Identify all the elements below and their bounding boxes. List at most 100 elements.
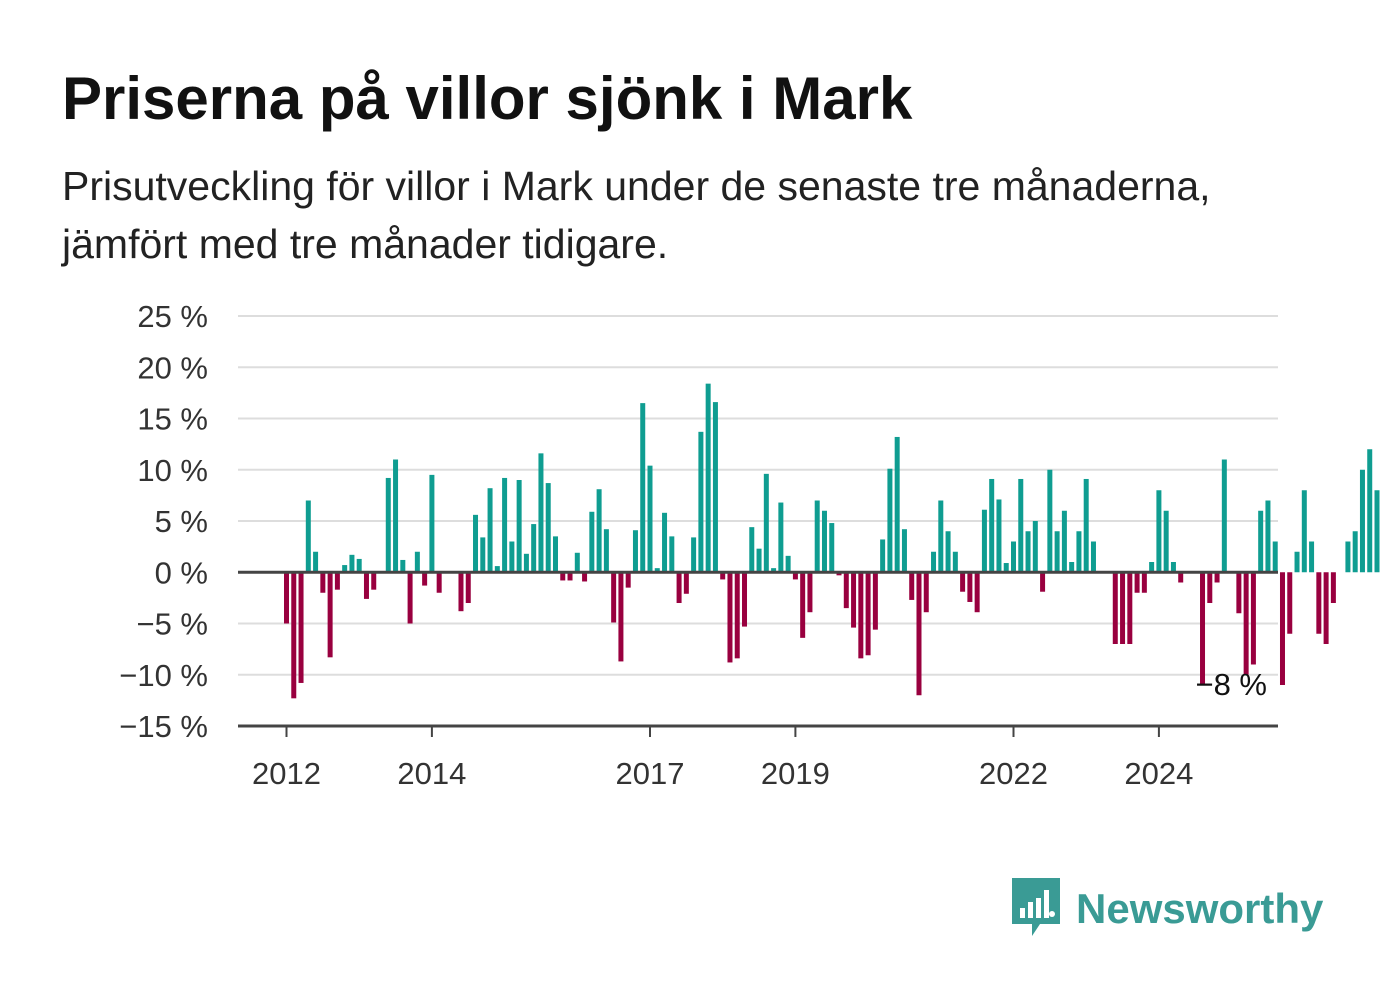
bar [516, 480, 522, 573]
bar [538, 453, 544, 573]
bar [909, 572, 915, 600]
axes [238, 570, 1278, 737]
y-tick-label: 25 % [137, 299, 208, 334]
bar [625, 572, 631, 588]
bar [560, 572, 566, 581]
bar [618, 572, 624, 662]
y-tick-label: 0 % [155, 555, 208, 590]
bars [284, 383, 1380, 699]
y-tick-label: 15 % [137, 402, 208, 437]
bar [589, 511, 595, 573]
bar [582, 572, 588, 582]
bar [836, 572, 842, 576]
bar [727, 572, 733, 663]
bar [1149, 562, 1155, 573]
bar [320, 572, 326, 593]
bar [960, 572, 966, 592]
chart-subtitle: Prisutveckling för villor i Mark under d… [62, 163, 1211, 267]
bar [843, 572, 849, 609]
bar [1279, 572, 1285, 685]
bar [429, 474, 435, 573]
bar [1250, 572, 1256, 665]
bar [1156, 490, 1162, 573]
bar [1243, 572, 1249, 675]
y-tick-label: 10 % [137, 453, 208, 488]
bar [683, 572, 689, 594]
bar [858, 572, 864, 659]
bar [800, 572, 806, 638]
bar [385, 477, 391, 573]
bar [465, 572, 471, 603]
bar [880, 539, 886, 573]
bar [393, 459, 399, 573]
bar [676, 572, 682, 603]
bar [334, 572, 340, 590]
bar [327, 572, 333, 658]
bar [945, 531, 951, 573]
bar [1367, 449, 1373, 573]
bar [1301, 490, 1307, 573]
bar [494, 566, 500, 573]
bar [1054, 531, 1060, 573]
bar [1112, 572, 1118, 644]
y-tick-label: −10 % [119, 658, 208, 693]
bar [1207, 572, 1213, 603]
bar [814, 500, 820, 573]
bar [480, 537, 486, 573]
bar [596, 489, 602, 573]
bar [669, 536, 675, 573]
bar [1309, 541, 1315, 573]
bar [1076, 531, 1082, 573]
bar [763, 473, 769, 573]
bar [363, 572, 369, 599]
bar [778, 502, 784, 573]
newsworthy-brand: Newsworthy [1012, 878, 1323, 940]
bar [298, 572, 304, 683]
bar [342, 565, 348, 573]
bar [996, 499, 1002, 573]
bar [785, 555, 791, 573]
bar [742, 572, 748, 627]
bar [901, 529, 907, 573]
x-tick-label: 2019 [761, 756, 830, 791]
bar [552, 536, 558, 573]
y-tick-label: −5 % [136, 607, 208, 642]
bar [1069, 562, 1075, 573]
bar [291, 572, 297, 699]
bar [647, 465, 653, 573]
bar [1141, 572, 1147, 593]
bar [1025, 531, 1031, 573]
bar [1345, 541, 1351, 573]
bar [749, 527, 755, 573]
bar [865, 572, 871, 656]
bar [691, 537, 697, 573]
bar [473, 514, 479, 573]
bar [509, 541, 515, 573]
bar [371, 572, 377, 590]
bar [1127, 572, 1133, 644]
brand-name: Newsworthy [1076, 885, 1324, 932]
bar [1200, 572, 1206, 685]
bar [545, 483, 551, 573]
bar [1178, 572, 1184, 583]
bar [407, 572, 413, 624]
x-tick-label: 2022 [979, 756, 1048, 791]
bar [313, 551, 319, 573]
bar [1170, 562, 1176, 573]
bar [1083, 478, 1089, 573]
bar [654, 568, 660, 573]
bar [1061, 510, 1067, 573]
bar [720, 572, 726, 580]
bar [1221, 459, 1227, 573]
bar [305, 500, 311, 573]
bar [356, 558, 362, 573]
bar [1323, 572, 1329, 644]
bar [1352, 531, 1358, 573]
x-tick-label: 2012 [252, 756, 321, 791]
bar [1040, 572, 1046, 592]
bar [1316, 572, 1322, 634]
bar [829, 523, 835, 573]
bar [1294, 551, 1300, 573]
bar [1214, 572, 1220, 583]
bar [821, 510, 827, 573]
